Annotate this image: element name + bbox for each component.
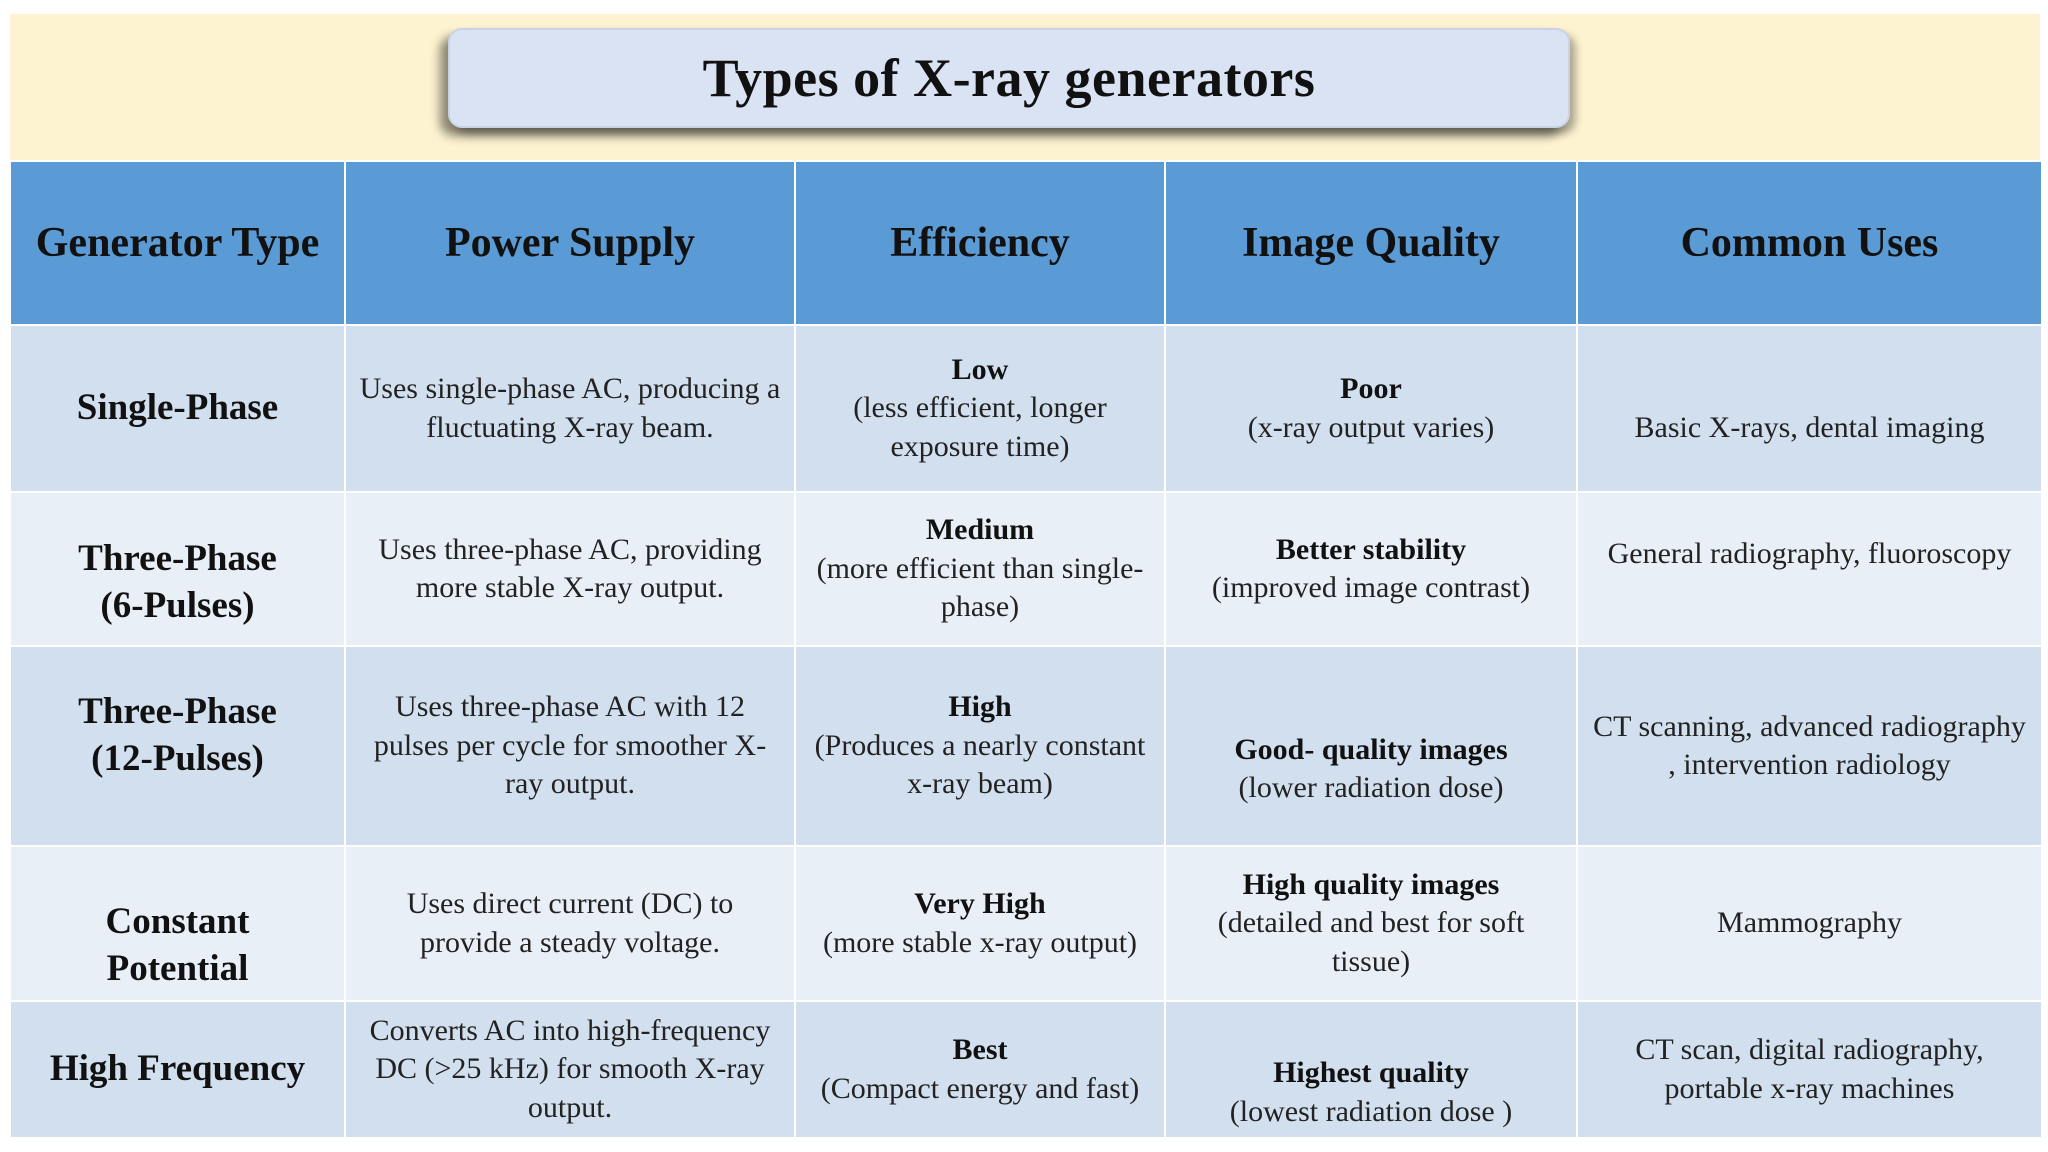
table-row: Three-Phase (12-Pulses) Uses three-phase…: [9, 645, 2043, 847]
header-efficiency: Efficiency: [794, 160, 1166, 326]
common-uses-cell: CT scanning, advanced radiography , inte…: [1576, 645, 2043, 847]
page-title: Types of X-ray generators: [702, 48, 1316, 108]
efficiency-level: Medium: [925, 513, 1035, 547]
title-box: Types of X-ray generators: [448, 28, 1570, 128]
efficiency-level: Best: [952, 1033, 1008, 1067]
image-quality-level: Good- quality images: [1234, 732, 1508, 766]
generator-type-cell: Constant Potential: [9, 845, 346, 1002]
image-quality-note: (detailed and best for soft tissue): [1217, 906, 1525, 978]
efficiency-cell: Very High (more stable x-ray output): [794, 845, 1166, 1002]
generator-type-cell: Single-Phase: [9, 324, 346, 493]
efficiency-cell: High (Produces a nearly constant x-ray b…: [794, 645, 1166, 847]
efficiency-note: (more stable x-ray output): [822, 925, 1138, 959]
power-supply-text: Uses single-phase AC, producing a fluctu…: [359, 372, 781, 444]
power-supply-text: Uses direct current (DC) to provide a st…: [406, 887, 734, 959]
header-common-uses: Common Uses: [1576, 160, 2043, 326]
efficiency-note: (more efficient than single-phase): [816, 551, 1144, 624]
generator-type-pulses: Potential: [106, 947, 249, 989]
image-quality-level: High quality images: [1242, 867, 1500, 901]
header-image-quality: Image Quality: [1164, 160, 1578, 326]
generator-type-pulses: (6-Pulses): [100, 585, 255, 626]
efficiency-note: (less efficient, longer exposure time): [853, 391, 1107, 463]
power-supply-cell: Converts AC into high-frequency DC (>25 …: [344, 1000, 796, 1139]
power-supply-cell: Uses single-phase AC, producing a fluctu…: [344, 324, 796, 493]
table-row: Constant Potential Uses direct current (…: [9, 845, 2043, 1002]
generator-type-cell: Three-Phase (12-Pulses): [9, 645, 346, 847]
efficiency-level: Low: [951, 352, 1009, 386]
efficiency-cell: Medium (more efficient than single-phase…: [794, 491, 1166, 647]
common-uses-text: CT scanning, advanced radiography , inte…: [1593, 709, 2026, 781]
generator-type-name: Three-Phase: [78, 691, 277, 733]
common-uses-text: Mammography: [1717, 906, 1902, 940]
image-quality-cell: Good- quality images (lower radiation do…: [1164, 645, 1578, 847]
generator-type-cell: Three-Phase (6-Pulses): [9, 491, 346, 647]
image-quality-cell: Better stability (improved image contras…: [1164, 491, 1578, 647]
table-row: Single-Phase Uses single-phase AC, produ…: [9, 324, 2043, 493]
generator-type-name: Three-Phase: [78, 538, 277, 580]
image-quality-note: (x-ray output varies): [1247, 410, 1495, 444]
header-power-supply: Power Supply: [344, 160, 796, 326]
power-supply-cell: Uses direct current (DC) to provide a st…: [344, 845, 796, 1002]
common-uses-text: Basic X-rays, dental imaging: [1634, 411, 1985, 445]
power-supply-text: Converts AC into high-frequency DC (>25 …: [369, 1013, 771, 1124]
table-row: Three-Phase (6-Pulses) Uses three-phase …: [9, 491, 2043, 647]
efficiency-cell: Best (Compact energy and fast): [794, 1000, 1166, 1139]
common-uses-cell: CT scan, digital radiography, portable x…: [1576, 1000, 2043, 1139]
power-supply-cell: Uses three-phase AC with 12 pulses per c…: [344, 645, 796, 847]
image-quality-level: Better stability: [1275, 532, 1467, 566]
table-header-row: Generator Type Power Supply Efficiency I…: [9, 160, 2043, 326]
efficiency-note: (Produces a nearly constant x-ray beam): [814, 728, 1146, 801]
generator-type-cell: High Frequency: [9, 1000, 346, 1139]
generator-type-name: High Frequency: [49, 1048, 306, 1089]
common-uses-cell: General radiography, fluoroscopy: [1576, 491, 2043, 647]
common-uses-text: General radiography, fluoroscopy: [1607, 536, 2012, 570]
power-supply-text: Uses three-phase AC, providing more stab…: [378, 532, 762, 604]
header-generator-type: Generator Type: [9, 160, 346, 326]
generator-type-pulses: (12-Pulses): [91, 738, 264, 779]
common-uses-cell: Basic X-rays, dental imaging: [1576, 324, 2043, 493]
table-row: High Frequency Converts AC into high-fre…: [9, 1000, 2043, 1139]
generator-type-name: Single-Phase: [76, 387, 279, 428]
efficiency-level: High: [948, 690, 1012, 724]
generator-type-name: Constant: [105, 900, 250, 942]
efficiency-cell: Low (less efficient, longer exposure tim…: [794, 324, 1166, 493]
common-uses-cell: Mammography: [1576, 845, 2043, 1002]
image-quality-note: (improved image contrast): [1211, 571, 1531, 604]
generator-comparison-table: Generator Type Power Supply Efficiency I…: [9, 160, 2043, 1139]
image-quality-level: Highest quality: [1273, 1056, 1469, 1090]
common-uses-text: CT scan, digital radiography, portable x…: [1635, 1033, 1984, 1105]
power-supply-cell: Uses three-phase AC, providing more stab…: [344, 491, 796, 647]
image-quality-cell: Poor (x-ray output varies): [1164, 324, 1578, 493]
efficiency-level: Very High: [914, 887, 1046, 921]
image-quality-note: (lowest radiation dose ): [1229, 1094, 1513, 1128]
image-quality-cell: High quality images (detailed and best f…: [1164, 845, 1578, 1002]
image-quality-level: Poor: [1340, 372, 1402, 406]
efficiency-note: (Compact energy and fast): [820, 1071, 1140, 1105]
power-supply-text: Uses three-phase AC with 12 pulses per c…: [373, 690, 767, 801]
image-quality-note: (lower radiation dose): [1238, 771, 1504, 804]
image-quality-cell: Highest quality (lowest radiation dose ): [1164, 1000, 1578, 1139]
